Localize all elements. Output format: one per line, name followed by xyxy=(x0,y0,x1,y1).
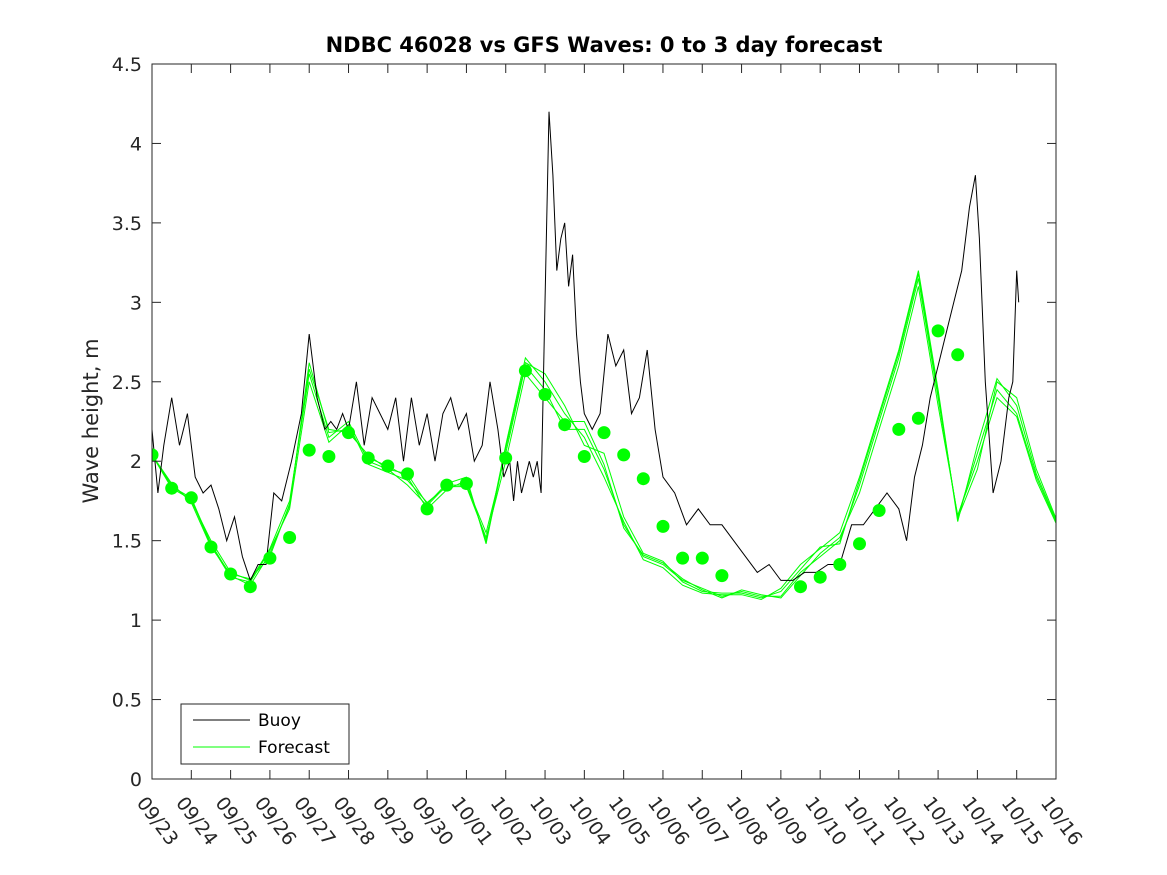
x-tick-label: 09/27 xyxy=(289,793,340,850)
x-tick-label: 10/05 xyxy=(604,793,655,850)
x-tick-label: 10/07 xyxy=(682,793,733,850)
forecast-marker xyxy=(617,448,631,462)
chart-title: NDBC 46028 vs GFS Waves: 0 to 3 day fore… xyxy=(326,33,883,57)
y-axis-label: Wave height, m xyxy=(79,338,103,503)
plot-area-frame xyxy=(151,63,1057,780)
forecast-marker xyxy=(636,472,650,486)
forecast-marker xyxy=(420,502,434,516)
forecast-marker xyxy=(283,531,297,544)
forecast-marker xyxy=(499,451,513,465)
forecast-line-2 xyxy=(152,270,1056,601)
forecast-marker xyxy=(951,348,965,362)
forecast-marker xyxy=(224,567,238,581)
y-tick-label: 4.5 xyxy=(112,54,142,76)
forecast-marker xyxy=(794,580,807,594)
x-tick-label: 10/13 xyxy=(918,793,969,850)
x-tick-label: 09/25 xyxy=(211,793,262,850)
x-tick-label: 10/08 xyxy=(722,793,773,850)
y-tick-label: 3 xyxy=(130,292,142,314)
forecast-marker xyxy=(322,450,336,463)
forecast-marker xyxy=(204,540,218,554)
forecast-marker xyxy=(892,422,906,436)
x-tick-label: 10/01 xyxy=(446,793,497,850)
forecast-marker xyxy=(538,388,552,401)
forecast-marker xyxy=(165,481,179,495)
forecast-marker xyxy=(401,467,414,481)
x-tick-label: 10/02 xyxy=(486,793,537,850)
forecast-marker xyxy=(853,537,866,551)
y-tick-label: 1.5 xyxy=(112,531,142,553)
forecast-marker xyxy=(813,570,827,584)
forecast-marker xyxy=(381,459,395,473)
x-tick-label: 10/09 xyxy=(761,793,812,850)
forecast-line-3 xyxy=(152,286,1056,599)
forecast-marker xyxy=(558,418,572,432)
forecast-marker xyxy=(656,519,670,533)
forecast-line-4 xyxy=(152,273,1056,599)
forecast-marker xyxy=(459,477,473,490)
forecast-marker xyxy=(715,569,729,583)
x-tick-label: 09/29 xyxy=(368,793,419,850)
x-tick-label: 10/04 xyxy=(564,793,615,850)
forecast-marker xyxy=(302,443,316,457)
x-tick-label: 10/06 xyxy=(643,793,694,850)
legend: Buoy Forecast xyxy=(180,703,350,765)
legend-box xyxy=(180,703,350,765)
y-tick-label: 3.5 xyxy=(112,213,142,235)
forecast-marker xyxy=(577,450,591,463)
y-tick-label: 4 xyxy=(130,133,142,155)
x-tick-label: 09/30 xyxy=(407,793,458,850)
forecast-marker xyxy=(342,426,355,440)
y-tick-label: 0.5 xyxy=(112,690,142,712)
legend-buoy-label: Buoy xyxy=(258,711,301,731)
forecast-marker xyxy=(152,448,159,462)
forecast-marker xyxy=(518,364,532,378)
forecast-marker xyxy=(911,411,925,425)
forecast-marker xyxy=(263,551,277,565)
forecast-marker xyxy=(361,451,375,465)
x-tick-label: 09/23 xyxy=(132,793,183,850)
x-tick-label: 10/03 xyxy=(525,793,576,850)
x-tick-label: 10/10 xyxy=(800,793,851,850)
y-tick-label: 2 xyxy=(130,451,142,473)
x-tick-label: 10/15 xyxy=(997,793,1048,850)
y-tick-label: 0 xyxy=(130,769,142,791)
forecast-marker xyxy=(872,504,886,517)
x-tick-label: 10/11 xyxy=(839,793,890,850)
forecast-marker xyxy=(597,426,611,440)
forecast-marker xyxy=(440,478,454,492)
y-tick-label: 1 xyxy=(130,610,142,632)
x-tick-label: 09/26 xyxy=(250,793,301,850)
forecast-marker xyxy=(676,551,690,565)
forecast-marker xyxy=(833,558,847,571)
forecast-marker xyxy=(243,580,257,594)
x-tick-label: 10/16 xyxy=(1036,793,1087,850)
forecast-marker xyxy=(931,324,945,338)
x-tick-label: 09/24 xyxy=(171,793,222,850)
x-tick-label: 09/28 xyxy=(329,793,380,850)
forecast-marker xyxy=(184,491,198,505)
forecast-marker xyxy=(695,551,709,565)
x-tick-label: 10/14 xyxy=(957,793,1008,850)
y-tick-label: 2.5 xyxy=(112,372,142,394)
x-tick-label: 10/12 xyxy=(879,793,930,850)
legend-forecast-label: Forecast xyxy=(258,738,330,758)
buoy-line xyxy=(152,111,1020,582)
